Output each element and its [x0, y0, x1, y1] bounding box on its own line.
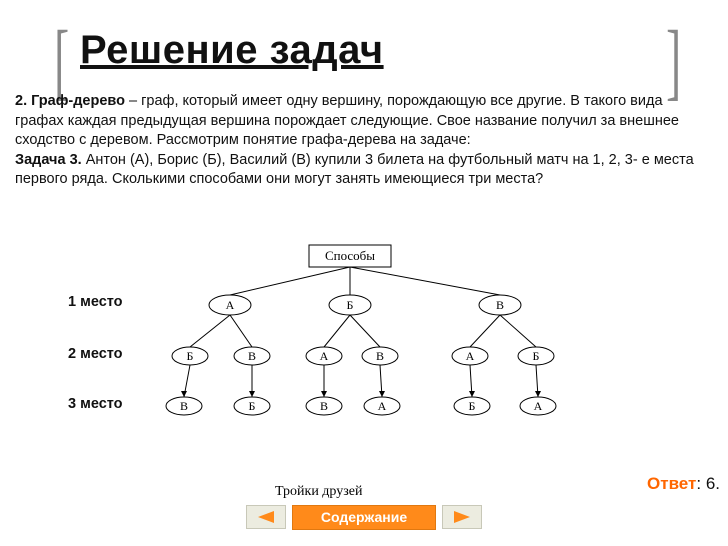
- definition-lead: 2. Граф-дерево: [15, 93, 125, 109]
- tree-diagram: Способы А Б В Б В А В А Б В Б В А Б А: [60, 235, 640, 465]
- svg-text:Б: Б: [187, 349, 194, 363]
- arrow-right-icon: [452, 510, 472, 524]
- svg-text:А: А: [378, 399, 387, 413]
- next-button[interactable]: [442, 505, 482, 529]
- task-rest: Антон (А), Борис (Б), Василий (В) купили…: [15, 152, 694, 188]
- tree-caption: Тройки друзей: [275, 484, 362, 500]
- svg-text:А: А: [534, 399, 543, 413]
- svg-text:Б: Б: [347, 298, 354, 312]
- arrow-left-icon: [256, 510, 276, 524]
- prev-button[interactable]: [246, 505, 286, 529]
- svg-text:В: В: [496, 298, 504, 312]
- svg-text:В: В: [180, 399, 188, 413]
- svg-text:В: В: [320, 399, 328, 413]
- page-title: Решение задач: [80, 28, 384, 73]
- svg-text:А: А: [320, 349, 329, 363]
- body-text: 2. Граф-дерево – граф, который имеет одн…: [15, 92, 715, 190]
- svg-text:А: А: [226, 298, 235, 312]
- task-lead: Задача 3.: [15, 152, 82, 168]
- svg-text:Б: Б: [469, 399, 476, 413]
- svg-text:Способы: Способы: [325, 248, 375, 263]
- svg-text:Б: Б: [249, 399, 256, 413]
- toc-label: Содержание: [321, 509, 407, 525]
- answer-value: : 6.: [696, 474, 720, 493]
- svg-text:В: В: [376, 349, 384, 363]
- svg-text:А: А: [466, 349, 475, 363]
- nav-bar: Содержание: [246, 503, 482, 531]
- answer-label: Ответ: [647, 474, 696, 493]
- svg-text:В: В: [248, 349, 256, 363]
- answer: Ответ: 6.: [647, 474, 720, 494]
- svg-text:Б: Б: [533, 349, 540, 363]
- toc-button[interactable]: Содержание: [292, 505, 436, 530]
